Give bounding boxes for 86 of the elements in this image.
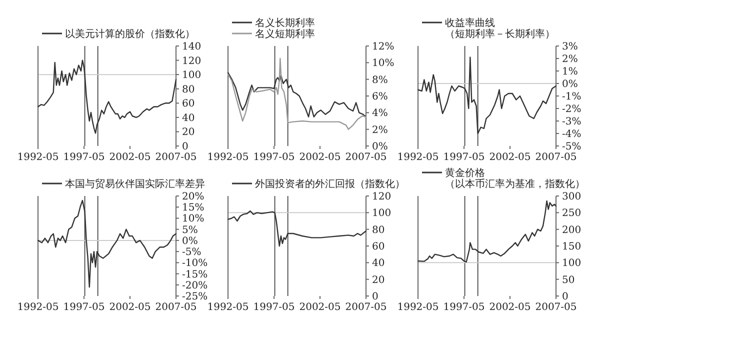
x-tick-label: 1992-05 <box>397 302 439 313</box>
y-tick-label: 2% <box>372 124 388 136</box>
line-series <box>37 200 177 288</box>
y-tick-label: 15% <box>182 202 204 214</box>
y-tick-label: 10% <box>182 214 204 225</box>
y-tick-label: -3% <box>562 116 582 128</box>
y-tick-label: 60 <box>372 242 385 252</box>
y-tick-label: -1% <box>562 92 582 102</box>
y-tick-label: -5% <box>562 142 582 152</box>
y-tick-label: -15% <box>182 269 208 280</box>
line-series <box>227 210 367 247</box>
y-tick-label: -4% <box>562 129 582 140</box>
y-tick-label: 10% <box>372 58 394 70</box>
x-tick-label: 2002-05 <box>299 152 341 163</box>
y-tick-label: 120 <box>372 192 392 202</box>
x-tick-label: 1992-05 <box>17 152 59 163</box>
y-tick-label: 2% <box>562 54 578 65</box>
legend-label: 名义长期利率 <box>255 17 315 29</box>
y-tick-label: 0% <box>182 236 198 247</box>
legend-label: 名义短期利率 <box>255 28 315 40</box>
x-tick-label: 2007-05 <box>535 302 577 313</box>
line-series <box>227 72 367 118</box>
line-series <box>227 58 367 130</box>
y-tick-label: 3% <box>562 42 578 52</box>
line-series <box>37 60 177 134</box>
x-tick-label: 2002-05 <box>299 302 341 313</box>
y-tick-label: -5% <box>182 247 202 258</box>
line-series <box>417 56 557 134</box>
y-tick-label: 150 <box>562 242 582 252</box>
y-tick-label: 1% <box>562 66 578 78</box>
x-tick-label: 1992-05 <box>207 152 249 163</box>
y-tick-label: 4% <box>372 108 388 120</box>
x-tick-label: 2007-05 <box>535 152 577 163</box>
legend-label: 黄金价格（以本币汇率为基准，指数化） <box>445 167 585 190</box>
y-tick-label: 60 <box>182 98 195 110</box>
legend-label: 收益率曲线（短期利率－长期利率） <box>445 17 555 40</box>
y-tick-label: -20% <box>182 280 208 292</box>
x-tick-label: 1997-05 <box>253 152 295 163</box>
x-tick-label: 1997-05 <box>63 302 105 313</box>
x-tick-label: 2002-05 <box>109 302 151 313</box>
line-series <box>417 200 557 263</box>
y-tick-label: 140 <box>182 42 202 52</box>
y-tick-label: 250 <box>562 208 582 220</box>
y-tick-label: 200 <box>562 224 582 236</box>
x-tick-label: 1992-05 <box>397 152 439 163</box>
y-tick-label: -10% <box>182 258 208 270</box>
y-tick-label: 20 <box>372 274 385 286</box>
x-tick-label: 1992-05 <box>17 302 59 313</box>
y-tick-label: 100 <box>562 258 582 270</box>
legend-label: 外国投资者的外汇回报（指数化） <box>255 178 405 190</box>
y-tick-label: 80 <box>372 224 385 236</box>
y-tick-label: 40 <box>372 258 385 270</box>
y-tick-label: 120 <box>182 56 202 67</box>
y-tick-label: 20 <box>182 127 195 138</box>
x-tick-label: 1997-05 <box>443 302 485 313</box>
y-tick-label: 0% <box>562 79 578 90</box>
y-tick-label: 0 <box>562 292 568 302</box>
y-tick-label: 0 <box>372 292 378 302</box>
y-tick-label: 80 <box>182 84 195 96</box>
y-tick-label: 12% <box>372 42 394 52</box>
x-tick-label: 2007-05 <box>345 152 387 163</box>
legend-label: 以美元计算的股价（指数化） <box>65 28 195 40</box>
x-tick-label: 2007-05 <box>155 152 197 163</box>
y-tick-label: 8% <box>372 74 388 86</box>
x-tick-label: 1997-05 <box>63 152 105 163</box>
y-tick-label: 0% <box>372 142 388 152</box>
y-tick-label: 0 <box>182 142 188 152</box>
y-tick-label: 5% <box>182 224 198 236</box>
y-tick-label: 100 <box>182 70 202 82</box>
x-tick-label: 2007-05 <box>155 302 197 313</box>
legend-label: 本国与贸易伙伴国实际汇率差异 <box>65 178 205 190</box>
x-tick-label: 1992-05 <box>207 302 249 313</box>
y-tick-label: 50 <box>562 274 575 286</box>
x-tick-label: 2002-05 <box>489 152 531 163</box>
x-tick-label: 2002-05 <box>109 152 151 163</box>
y-tick-label: 40 <box>182 112 195 124</box>
x-tick-label: 1997-05 <box>253 302 295 313</box>
x-tick-label: 2002-05 <box>489 302 531 313</box>
y-tick-label: 20% <box>182 192 204 202</box>
y-tick-label: 100 <box>372 208 392 220</box>
y-tick-label: -2% <box>562 104 582 115</box>
x-tick-label: 2007-05 <box>345 302 387 313</box>
x-tick-label: 1997-05 <box>443 152 485 163</box>
y-tick-label: 6% <box>372 92 388 102</box>
y-tick-label: -25% <box>182 292 208 302</box>
y-tick-label: 300 <box>562 192 582 202</box>
